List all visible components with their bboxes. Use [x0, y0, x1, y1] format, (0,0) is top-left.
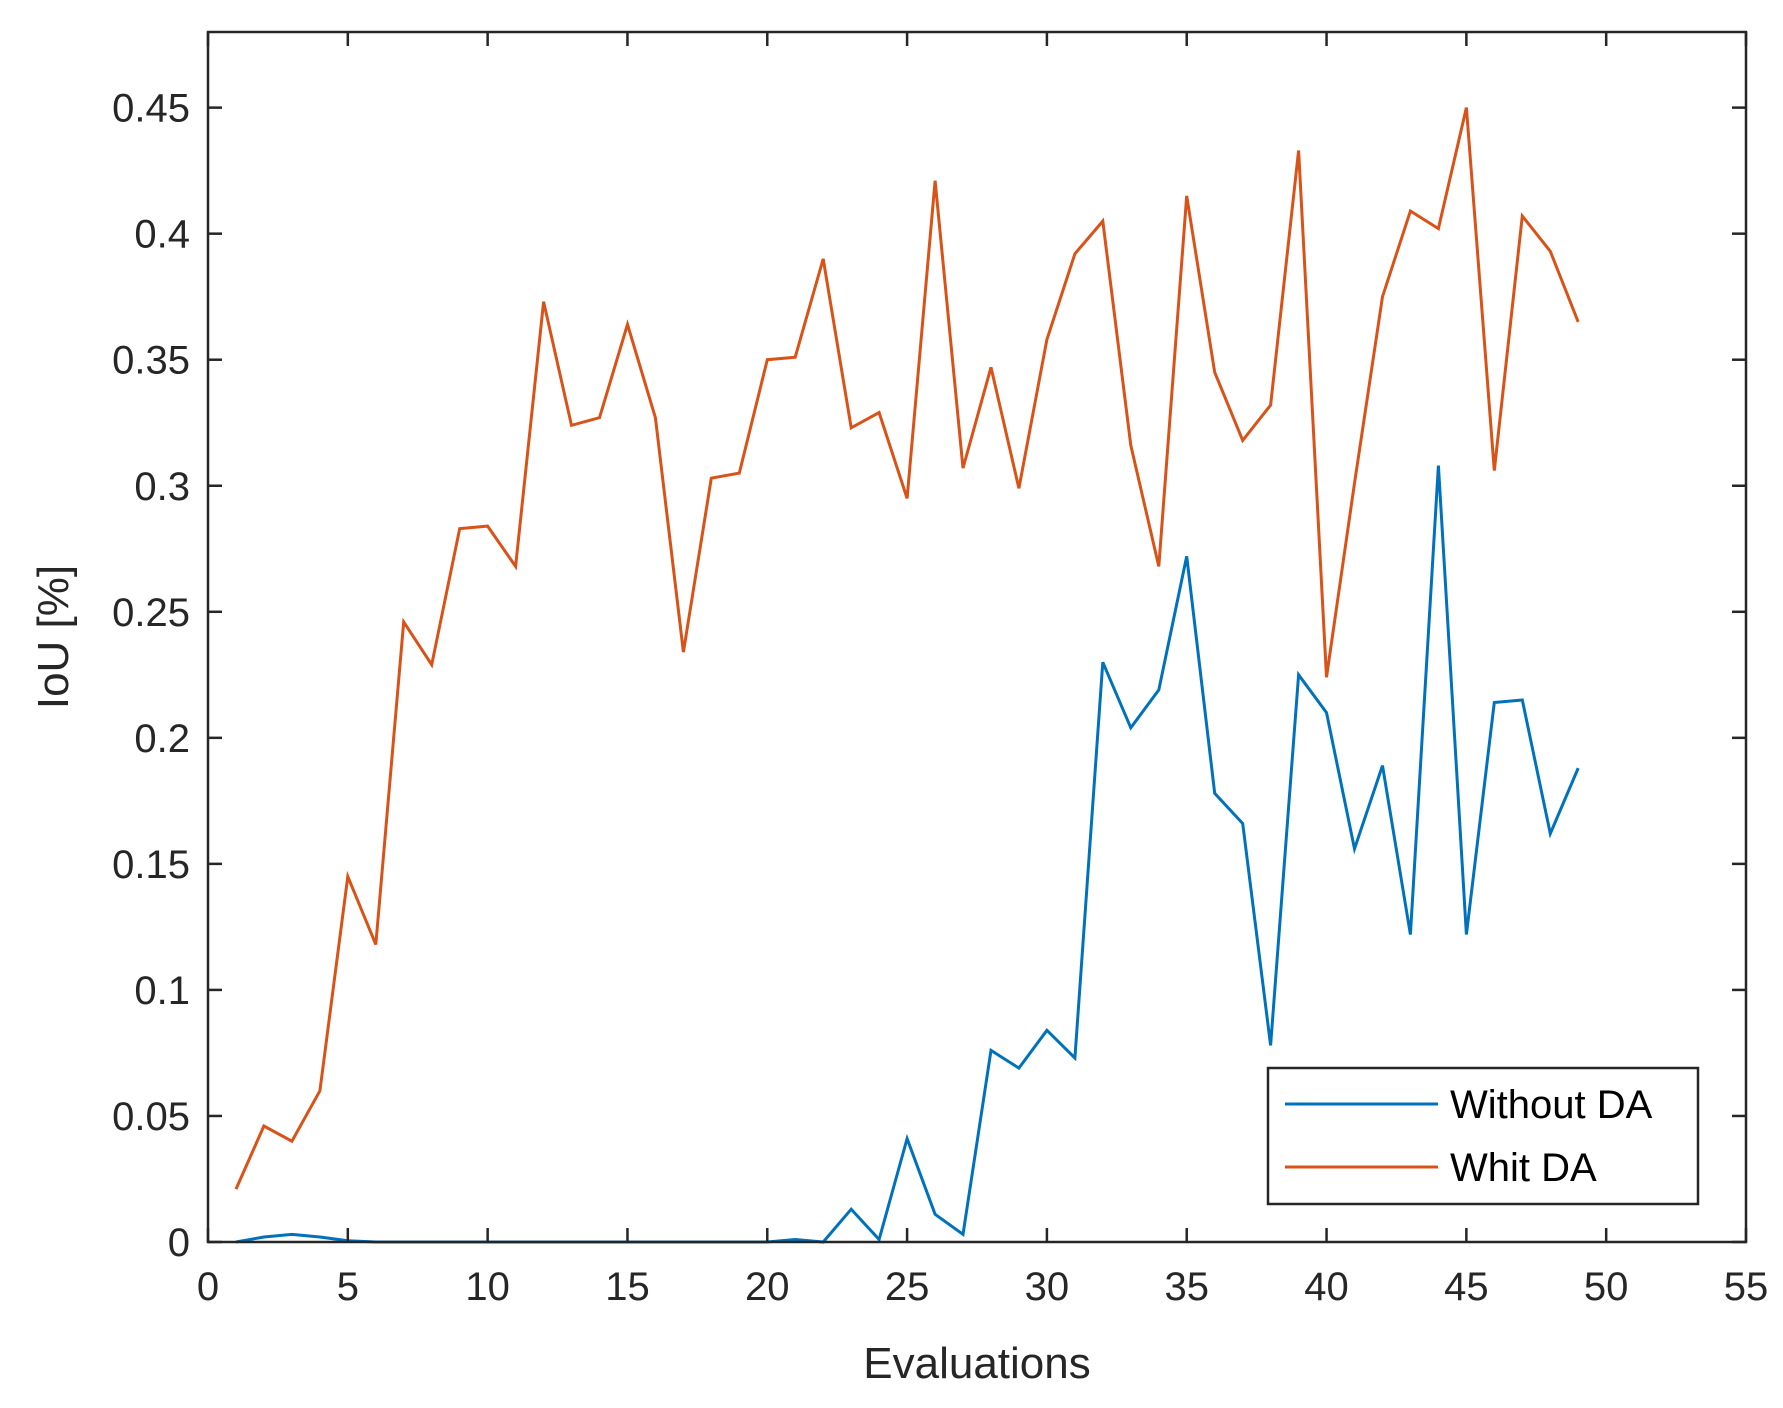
legend-label-without-da: Without DA [1450, 1083, 1653, 1127]
x-tick-label: 40 [1304, 1265, 1349, 1309]
x-tick-label: 5 [337, 1265, 359, 1309]
x-tick-label: 20 [745, 1265, 790, 1309]
y-tick-label: 0.15 [112, 843, 190, 887]
y-tick-label: 0.3 [134, 465, 190, 509]
x-tick-label: 35 [1164, 1265, 1209, 1309]
x-tick-label: 55 [1724, 1265, 1769, 1309]
y-tick-label: 0.2 [134, 717, 190, 761]
x-tick-label: 10 [465, 1265, 510, 1309]
x-tick-label: 0 [197, 1265, 219, 1309]
x-tick-label: 25 [885, 1265, 930, 1309]
x-tick-label: 45 [1444, 1265, 1489, 1309]
legend-box [1266, 1066, 1700, 1206]
y-tick-label: 0.05 [112, 1095, 190, 1139]
y-tick-label: 0.45 [112, 87, 190, 131]
x-axis-label: Evaluations [863, 1339, 1090, 1388]
x-tick-label: 30 [1025, 1265, 1070, 1309]
legend: Without DA Whit DA [1266, 1066, 1700, 1206]
y-tick-label: 0.25 [112, 591, 190, 635]
y-tick-label: 0.1 [134, 969, 190, 1013]
y-tick-label: 0.35 [112, 339, 190, 383]
legend-label-whit-da: Whit DA [1450, 1146, 1597, 1190]
series-line-whit-da [234, 107, 1580, 1190]
x-tick-label: 50 [1584, 1265, 1629, 1309]
y-tick-label: 0 [168, 1221, 190, 1265]
x-tick-label: 15 [605, 1265, 650, 1309]
y-axis-label: IoU [%] [29, 565, 78, 709]
y-tick-label: 0.4 [134, 213, 190, 257]
tick-layer: 0 5 10 15 20 25 30 35 40 45 50 55 0 0.05 0.1 0.15 0.2 0.2… [112, 32, 1768, 1309]
plot-frame [206, 30, 1748, 1244]
